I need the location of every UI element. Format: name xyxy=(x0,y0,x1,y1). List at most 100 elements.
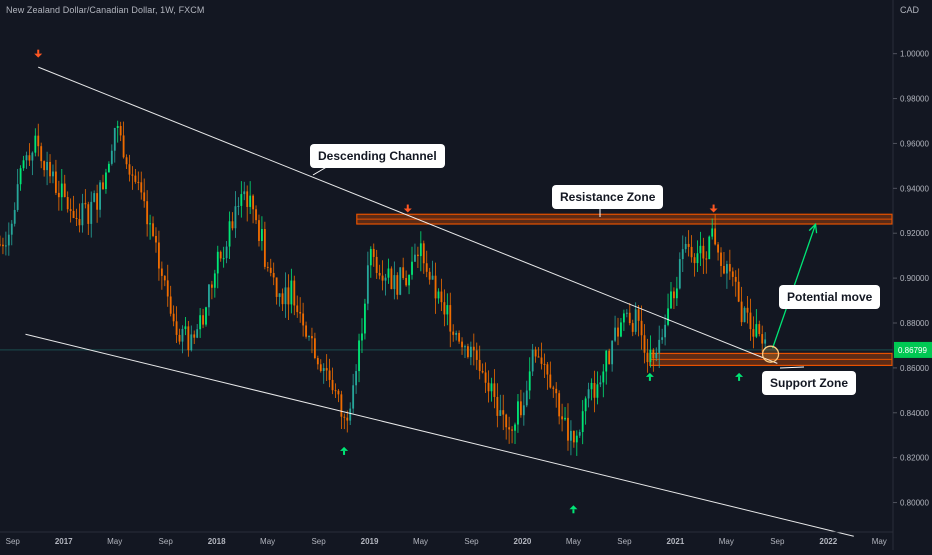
candle-body xyxy=(717,244,719,253)
candle-body xyxy=(349,408,352,421)
candle-body xyxy=(673,291,675,299)
up-arrow-stem xyxy=(572,509,575,514)
candle-body xyxy=(102,182,104,190)
candle-body xyxy=(352,385,355,409)
x-tick-label: May xyxy=(566,537,581,546)
candle-body xyxy=(13,209,16,224)
candle-body xyxy=(493,383,496,397)
up-arrow-icon xyxy=(645,372,654,377)
candle-body xyxy=(205,307,207,325)
candle-body xyxy=(202,315,204,325)
x-tick-label: May xyxy=(107,537,122,546)
candle-body xyxy=(116,125,119,128)
candle-body xyxy=(322,368,325,371)
candle-body xyxy=(517,401,519,425)
y-tick-label: 0.82000 xyxy=(900,454,929,463)
candle-body xyxy=(40,146,43,162)
candle-body xyxy=(19,168,22,185)
down-arrow-stem xyxy=(712,204,715,209)
up-arrow-icon xyxy=(735,372,744,377)
x-tick-label: Sep xyxy=(6,537,21,546)
candle-body xyxy=(499,410,502,416)
candle-body xyxy=(587,389,590,399)
support-zone-label[interactable]: Support Zone xyxy=(762,371,856,395)
candle-body xyxy=(543,363,546,365)
candle-body xyxy=(34,135,37,153)
candle-body xyxy=(263,229,266,267)
candle-body xyxy=(340,394,343,417)
candle-body xyxy=(693,257,696,264)
x-tick-label: May xyxy=(260,537,275,546)
price-tag-bg xyxy=(894,341,932,358)
candle-body xyxy=(10,223,13,235)
candle-body xyxy=(449,305,452,332)
y-tick-label: 0.92000 xyxy=(900,229,929,238)
candle-body xyxy=(299,312,302,314)
candle-body xyxy=(670,291,672,309)
candle-body xyxy=(28,155,31,161)
candle-body xyxy=(319,364,322,371)
candle-body xyxy=(105,172,107,190)
up-arrow-stem xyxy=(738,376,741,381)
candle-body xyxy=(555,388,558,394)
candle-body xyxy=(511,429,513,431)
candle-body xyxy=(49,161,51,177)
candle-body xyxy=(708,236,711,260)
candle-body xyxy=(196,329,199,338)
x-tick-label: 2019 xyxy=(361,537,379,546)
candle-body xyxy=(593,382,596,398)
candle-body xyxy=(440,291,443,303)
candle-body xyxy=(534,349,537,357)
candle-body xyxy=(599,382,602,385)
candle-body xyxy=(69,209,72,211)
candle-body xyxy=(358,340,360,372)
candle-body xyxy=(446,305,449,315)
candle-body xyxy=(737,281,740,302)
candle-body xyxy=(269,267,272,273)
candle-body xyxy=(87,204,90,224)
candle-body xyxy=(531,349,534,372)
x-tick-label: Sep xyxy=(311,537,326,546)
candle-body xyxy=(458,332,461,342)
candle-body xyxy=(678,259,681,289)
candle-body xyxy=(611,340,614,365)
descending-channel-label[interactable]: Descending Channel xyxy=(310,144,445,168)
candle-body xyxy=(405,277,408,286)
candle-body xyxy=(375,256,378,273)
candle-body xyxy=(608,350,611,365)
channel-lines[interactable] xyxy=(25,66,854,537)
candle-body xyxy=(505,414,508,428)
candle-body xyxy=(484,372,487,383)
candle-body xyxy=(110,150,113,164)
potential-move-label[interactable]: Potential move xyxy=(779,285,881,309)
symbol-title: New Zealand Dollar/Canadian Dollar, 1W, … xyxy=(6,5,205,15)
candle-body xyxy=(355,371,358,386)
candle-body xyxy=(249,195,252,207)
resistance-zone-label[interactable]: Resistance Zone xyxy=(552,185,664,209)
candle-body xyxy=(181,328,184,342)
candle-body xyxy=(752,329,755,337)
y-tick-label: 0.88000 xyxy=(900,319,929,328)
candle-body xyxy=(364,303,366,334)
candle-body xyxy=(605,350,608,372)
candle-body xyxy=(723,265,725,274)
candle-body xyxy=(193,334,196,338)
candle-body xyxy=(266,266,269,268)
candle-body xyxy=(81,203,84,226)
candle-body xyxy=(422,243,425,264)
up-arrow-icon xyxy=(340,446,349,451)
candle-body xyxy=(596,384,599,398)
candle-body xyxy=(172,313,175,322)
y-tick-label: 0.96000 xyxy=(900,139,929,148)
currency-label: CAD xyxy=(900,5,920,15)
candle-body xyxy=(275,277,278,297)
candle-body xyxy=(255,209,257,221)
candle-body xyxy=(55,171,57,193)
candle-body xyxy=(128,164,131,175)
candle-body xyxy=(131,174,134,176)
candle-body xyxy=(140,182,143,193)
candle-body xyxy=(178,334,181,342)
candle-body xyxy=(134,175,137,182)
